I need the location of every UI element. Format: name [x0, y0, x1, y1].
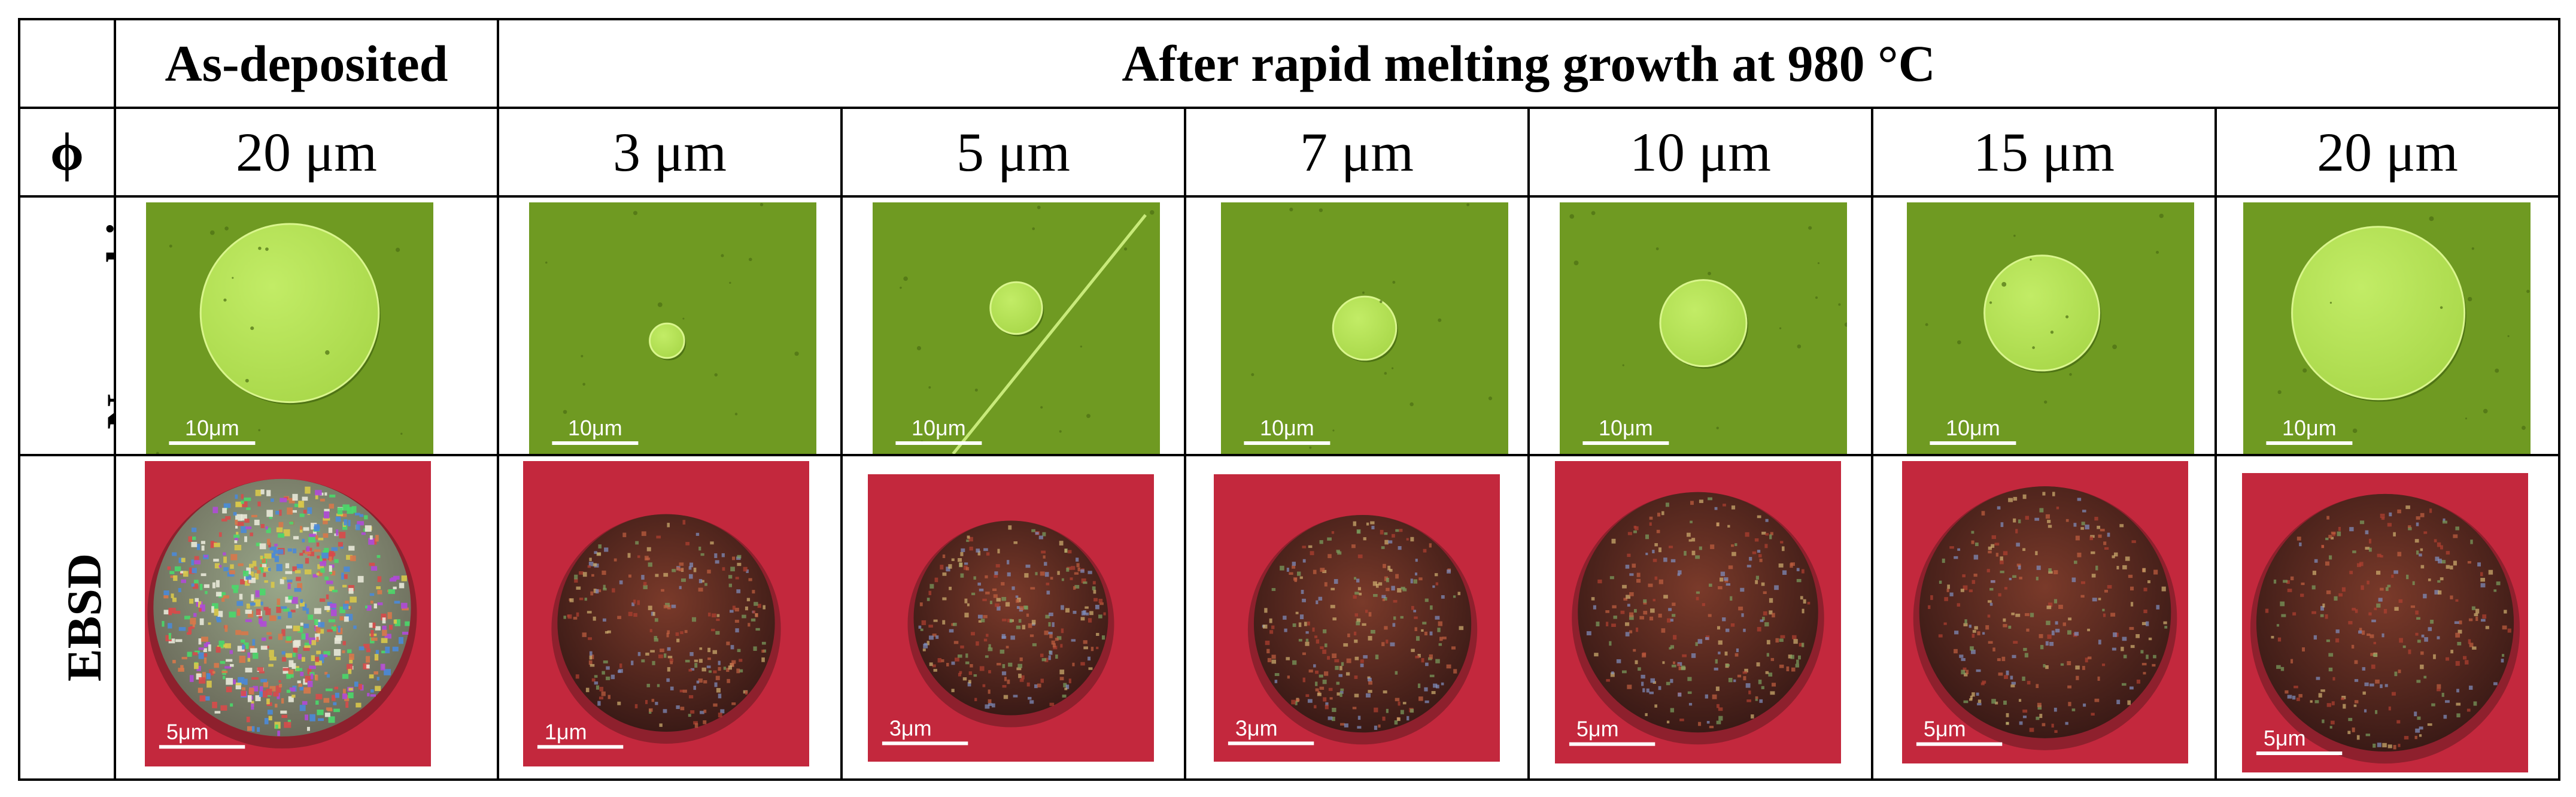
- ebsd-image: 3μm: [868, 474, 1154, 762]
- figure: As-deposited After rapid melting growth …: [18, 18, 2561, 781]
- nomarski-micrograph: 10μm: [873, 202, 1160, 453]
- ebsd-map: 5μm: [1555, 461, 1841, 763]
- scale-bar-label: 10μm: [912, 416, 966, 440]
- nomarski-panel-cell: 10μm: [840, 195, 1186, 456]
- ebsd-map: 3μm: [1214, 474, 1500, 762]
- after-rmg-label: After rapid melting growth at 980 °C: [1122, 35, 1936, 92]
- nomarski-image: 10μm: [1221, 202, 1508, 453]
- diameter-label: 3 μm: [613, 122, 727, 183]
- ebsd-panel-cell: 3μm: [1184, 454, 1530, 781]
- nomarski-panel-cell: 10μm: [497, 195, 843, 456]
- diameter-cell: 20 μm: [114, 107, 499, 198]
- diameter-label: 20 μm: [2317, 122, 2458, 183]
- scale-bar-label: 3μm: [889, 716, 932, 740]
- ebsd-image: 5μm: [2242, 473, 2528, 772]
- corner-cell: [18, 18, 116, 109]
- as-deposited-header: As-deposited: [114, 18, 499, 109]
- scale-bar-label: 5μm: [1576, 717, 1619, 741]
- nomarski-row: Nomarski 10μm 10μm 10μm 10μm 10μm 10μm 1…: [18, 195, 2561, 456]
- scale-bar-label: 10μm: [2282, 416, 2337, 440]
- nomarski-panel-cell: 10μm: [1184, 195, 1530, 456]
- scale-bar-label: 5μm: [166, 719, 209, 744]
- ebsd-panel-cell: 1μm: [497, 454, 843, 781]
- ebsd-panel-cell: 5μm: [1871, 454, 2217, 781]
- ebsd-map: 3μm: [868, 474, 1154, 762]
- scale-bar-label: 5μm: [1924, 717, 1966, 741]
- nomarski-image: 10μm: [2243, 202, 2531, 453]
- diameter-cell: 3 μm: [497, 107, 843, 198]
- nomarski-row-label-cell: Nomarski: [18, 195, 116, 456]
- figure-table: As-deposited After rapid melting growth …: [18, 18, 2561, 781]
- diameter-cell: 15 μm: [1871, 107, 2217, 198]
- diameter-label: 20 μm: [236, 122, 377, 183]
- ebsd-map: 5μm: [2242, 473, 2528, 772]
- nomarski-micrograph: 10μm: [1560, 202, 1847, 453]
- scale-bar-label: 10μm: [1599, 416, 1653, 440]
- diameter-label: 15 μm: [1973, 122, 2115, 183]
- scale-bar-label: 3μm: [1235, 716, 1278, 740]
- as-deposited-label: As-deposited: [165, 35, 448, 92]
- nomarski-panel-cell: 10μm: [2214, 195, 2561, 456]
- nomarski-panel-cell: 10μm: [1527, 195, 1873, 456]
- nomarski-image: 10μm: [529, 202, 816, 453]
- nomarski-micrograph: 10μm: [2243, 202, 2531, 453]
- nomarski-image: 10μm: [1907, 202, 2194, 453]
- diameter-label: 7 μm: [1300, 122, 1414, 183]
- nomarski-micrograph: 10μm: [1907, 202, 2194, 453]
- nomarski-image: 10μm: [1560, 202, 1847, 453]
- scale-bar-label: 1μm: [545, 719, 587, 744]
- nomarski-image: 10μm: [873, 202, 1160, 453]
- diameter-cell: 7 μm: [1184, 107, 1530, 198]
- header-row: As-deposited After rapid melting growth …: [18, 18, 2561, 109]
- diameter-cell: 10 μm: [1527, 107, 1873, 198]
- ebsd-map: 1μm: [523, 461, 809, 766]
- nomarski-image: 10μm: [146, 202, 433, 453]
- diameter-label: 10 μm: [1630, 122, 1771, 183]
- ebsd-panel-cell: 5μm: [2214, 454, 2561, 781]
- nomarski-micrograph: 10μm: [146, 202, 433, 453]
- ebsd-map: 5μm: [145, 461, 431, 766]
- diameter-cell: 20 μm: [2214, 107, 2561, 198]
- phi-cell: ϕ: [18, 107, 116, 198]
- nomarski-panel-cell: 10μm: [114, 195, 499, 456]
- ebsd-map: 5μm: [1902, 461, 2188, 763]
- ebsd-image: 5μm: [145, 461, 431, 766]
- ebsd-image: 3μm: [1214, 474, 1500, 762]
- scale-bar-label: 5μm: [2264, 726, 2306, 750]
- diameter-cell: 5 μm: [840, 107, 1186, 198]
- ebsd-row: EBSD 5μm 1μm 3μm 3μm 5μm 5μm 5μm: [18, 454, 2561, 781]
- after-rmg-header: After rapid melting growth at 980 °C: [496, 18, 2561, 109]
- scale-bar-label: 10μm: [568, 416, 622, 440]
- ebsd-row-label-cell: EBSD: [18, 454, 116, 781]
- ebsd-row-label: EBSD: [57, 553, 112, 682]
- ebsd-image: 5μm: [1555, 461, 1841, 763]
- ebsd-image: 1μm: [523, 461, 809, 766]
- nomarski-micrograph: 10μm: [1221, 202, 1508, 453]
- diameter-row: ϕ 20 μm 3 μm 5 μm 7 μm 10 μm 15 μm 20 μm: [18, 107, 2561, 198]
- scale-bar-label: 10μm: [1260, 416, 1314, 440]
- nomarski-row-label: Nomarski: [96, 222, 115, 430]
- nomarski-panel-cell: 10μm: [1871, 195, 2217, 456]
- nomarski-micrograph: 10μm: [529, 202, 816, 453]
- ebsd-panel-cell: 5μm: [1527, 454, 1873, 781]
- phi-label: ϕ: [50, 122, 84, 182]
- scale-bar-label: 10μm: [185, 416, 239, 440]
- ebsd-panel-cell: 3μm: [840, 454, 1186, 781]
- ebsd-image: 5μm: [1902, 461, 2188, 763]
- ebsd-panel-cell: 5μm: [114, 454, 499, 781]
- diameter-label: 5 μm: [956, 122, 1070, 183]
- scale-bar-label: 10μm: [1946, 416, 2000, 440]
